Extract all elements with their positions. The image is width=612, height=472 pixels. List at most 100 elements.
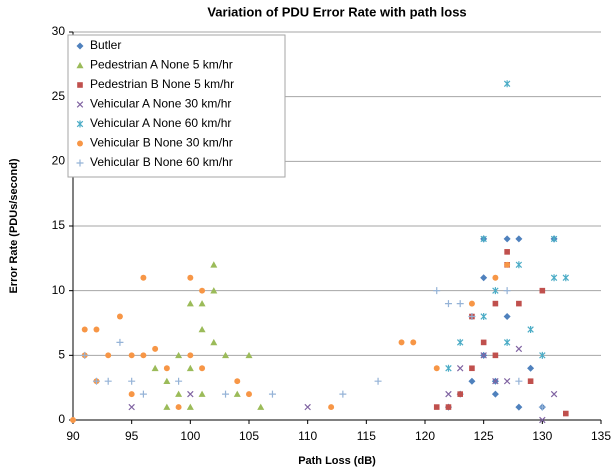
point — [515, 235, 523, 243]
point — [550, 390, 558, 398]
point — [562, 274, 570, 282]
point — [445, 364, 452, 372]
point — [186, 403, 194, 410]
point — [539, 287, 546, 294]
point — [246, 391, 252, 398]
point — [116, 338, 124, 346]
legend-label: Pedestrian A None 5 km/hr — [90, 58, 233, 72]
point — [504, 249, 510, 255]
point — [198, 300, 206, 307]
point — [492, 352, 499, 359]
point — [93, 326, 100, 333]
point — [187, 274, 194, 281]
point — [81, 351, 89, 359]
x-axis-label: Path Loss (dB) — [298, 455, 376, 467]
point — [539, 416, 546, 424]
point — [445, 390, 452, 398]
point — [503, 80, 511, 88]
x-tick-label: 110 — [298, 429, 317, 443]
point — [469, 365, 475, 372]
point — [210, 287, 218, 294]
point — [433, 365, 440, 372]
point — [480, 235, 487, 243]
point — [515, 345, 523, 353]
point — [503, 338, 511, 346]
point — [152, 345, 159, 352]
point — [187, 352, 194, 359]
legend-label: Pedestrian B None 5 km/hr — [90, 77, 234, 91]
x-tick-label: 120 — [415, 429, 435, 443]
point — [198, 390, 206, 397]
point — [457, 391, 463, 397]
point — [468, 313, 476, 321]
x-tick-label: 105 — [239, 429, 259, 443]
point — [140, 274, 147, 281]
point — [234, 378, 241, 385]
point — [504, 261, 511, 268]
point — [516, 300, 522, 307]
point — [468, 377, 476, 385]
legend-marker — [77, 82, 83, 88]
point — [328, 404, 335, 411]
point — [480, 339, 487, 346]
y-tick-label: 20 — [52, 154, 66, 168]
point — [480, 274, 488, 282]
point — [445, 404, 452, 410]
y-axis-label: Error Rate (PDUs/second) — [8, 158, 20, 293]
point — [410, 339, 417, 346]
point — [374, 377, 382, 385]
point — [456, 338, 464, 346]
point — [539, 351, 546, 359]
point — [515, 377, 523, 385]
point — [515, 261, 523, 269]
point — [151, 364, 159, 372]
point — [186, 364, 194, 372]
legend-marker — [76, 101, 84, 108]
point — [527, 325, 534, 333]
point — [140, 352, 147, 359]
x-tick-label: 115 — [357, 429, 376, 443]
legend-marker — [76, 62, 84, 69]
point — [304, 403, 311, 411]
chart-title: Variation of PDU Error Rate with path lo… — [207, 4, 466, 19]
legend-label: Vehicular A None 60 km/hr — [90, 116, 231, 130]
point — [503, 287, 511, 295]
y-tick-label: 0 — [58, 412, 65, 426]
point — [92, 377, 100, 385]
point — [456, 365, 464, 372]
point — [257, 403, 265, 410]
x-tick-label: 95 — [125, 429, 139, 443]
point — [175, 390, 183, 397]
point — [128, 352, 135, 359]
point — [175, 351, 183, 359]
legend-marker — [76, 159, 84, 167]
point — [468, 300, 475, 307]
point — [245, 351, 253, 359]
point — [104, 377, 112, 385]
point — [139, 390, 147, 398]
point — [128, 391, 135, 398]
point — [503, 313, 511, 321]
point — [503, 235, 511, 243]
legend-marker — [77, 140, 83, 147]
x-tick-label: 135 — [591, 429, 611, 443]
x-tick-label: 130 — [532, 429, 552, 443]
legend-label: Vehicular B None 60 km/hr — [90, 155, 233, 169]
point — [210, 261, 218, 268]
point — [116, 313, 123, 320]
point — [456, 300, 464, 308]
point — [398, 339, 405, 346]
point — [163, 403, 171, 410]
point — [433, 287, 441, 295]
point — [492, 274, 499, 281]
point — [550, 274, 558, 282]
point — [199, 287, 206, 294]
point — [175, 377, 183, 385]
point — [491, 390, 499, 398]
point — [128, 403, 135, 411]
x-tick-label: 90 — [66, 429, 80, 443]
legend-marker — [76, 42, 84, 50]
point — [233, 390, 241, 397]
point — [105, 352, 112, 359]
